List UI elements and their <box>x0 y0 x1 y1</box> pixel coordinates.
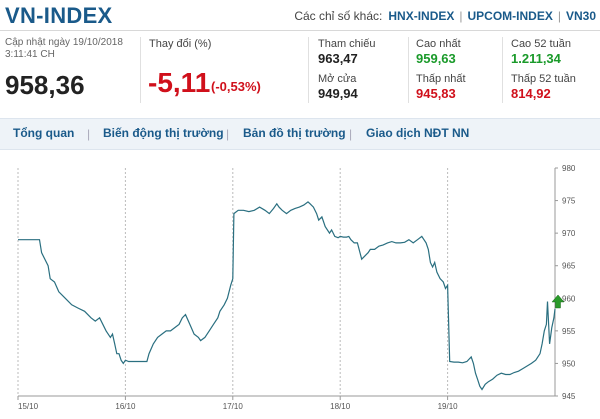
change-label: Thay đổi (%) <box>149 38 212 50</box>
tab-overview[interactable]: Tổng quan <box>13 126 75 140</box>
y-tick-label: 945 <box>562 392 576 401</box>
other-indexes-label: Các chỉ số khác: <box>294 9 383 23</box>
y-tick-label: 965 <box>562 262 576 271</box>
x-tick-label: 17/10 <box>223 402 244 411</box>
divider <box>502 37 503 103</box>
index-line-chart: 945 950 955 960 965 970 975 980 15/10 16/10 17/10… <box>17 164 576 411</box>
y-tick-label: 950 <box>562 359 576 368</box>
high52-value: 1.211,34 <box>511 51 561 66</box>
tab-market-map[interactable]: Bản đồ thị trường <box>243 126 346 140</box>
tab-foreign-trading[interactable]: Giao dịch NĐT NN <box>366 126 470 140</box>
nav-bar: Tổng quan | Biến động thị trường | Bản đ… <box>0 118 600 150</box>
header: VN-INDEX Các chỉ số khác: HNX-INDEX | UPCOM… <box>0 0 600 30</box>
stats-panel: Cập nhật ngày 19/10/2018 3:11:41 CH 958,… <box>0 31 600 109</box>
low52-label: Thấp 52 tuần <box>511 73 576 85</box>
x-tick-label: 19/10 <box>438 402 459 411</box>
divider <box>140 37 141 103</box>
change-percent: (-0,53%) <box>211 79 261 94</box>
other-indexes: Các chỉ số khác: HNX-INDEX | UPCOM-INDEX | VN… <box>294 9 596 23</box>
change-value: -5,11 <box>148 67 211 98</box>
ref-value: 963,47 <box>318 51 358 66</box>
x-tick-label: 18/10 <box>330 402 351 411</box>
updated-date: Cập nhật ngày 19/10/2018 <box>5 37 123 48</box>
nav-separator: | <box>226 127 230 141</box>
y-tick-label: 980 <box>562 164 576 173</box>
link-hnx-index[interactable]: HNX-INDEX <box>388 9 455 23</box>
x-tick-label: 16/10 <box>115 402 136 411</box>
current-index-value: 958,36 <box>5 70 85 100</box>
ref-label: Tham chiếu <box>318 38 376 50</box>
up-arrow-icon <box>551 294 565 309</box>
high-value: 959,63 <box>416 51 456 66</box>
nav-separator: | <box>349 127 353 141</box>
low-value: 945,83 <box>416 86 456 101</box>
link-separator: | <box>557 9 561 23</box>
x-tick-label: 15/10 <box>18 402 39 411</box>
nav-separator: | <box>87 127 91 141</box>
high52-label: Cao 52 tuần <box>511 38 571 50</box>
index-title: VN-INDEX <box>5 3 113 28</box>
link-separator: | <box>459 9 463 23</box>
open-value: 949,94 <box>318 86 358 101</box>
high-label: Cao nhất <box>416 38 461 50</box>
updated-time: Cập nhật ngày 19/10/2018 3:11:41 CH <box>5 37 123 61</box>
y-tick-label: 960 <box>562 294 576 303</box>
divider <box>0 30 600 31</box>
y-tick-label: 970 <box>562 229 576 238</box>
y-tick-label: 955 <box>562 327 576 336</box>
index-line <box>18 201 556 391</box>
open-label: Mở cửa <box>318 73 357 85</box>
y-tick-label: 975 <box>562 197 576 206</box>
link-upcom-index[interactable]: UPCOM-INDEX <box>467 9 553 23</box>
updated-clock: 3:11:41 CH <box>5 49 55 60</box>
divider <box>408 37 409 103</box>
tab-market-movement[interactable]: Biến động thị trường <box>103 126 224 140</box>
low-label: Thấp nhất <box>416 73 466 85</box>
divider <box>308 37 309 103</box>
low52-value: 814,92 <box>511 86 551 101</box>
link-vn30[interactable]: VN30 <box>565 9 596 23</box>
